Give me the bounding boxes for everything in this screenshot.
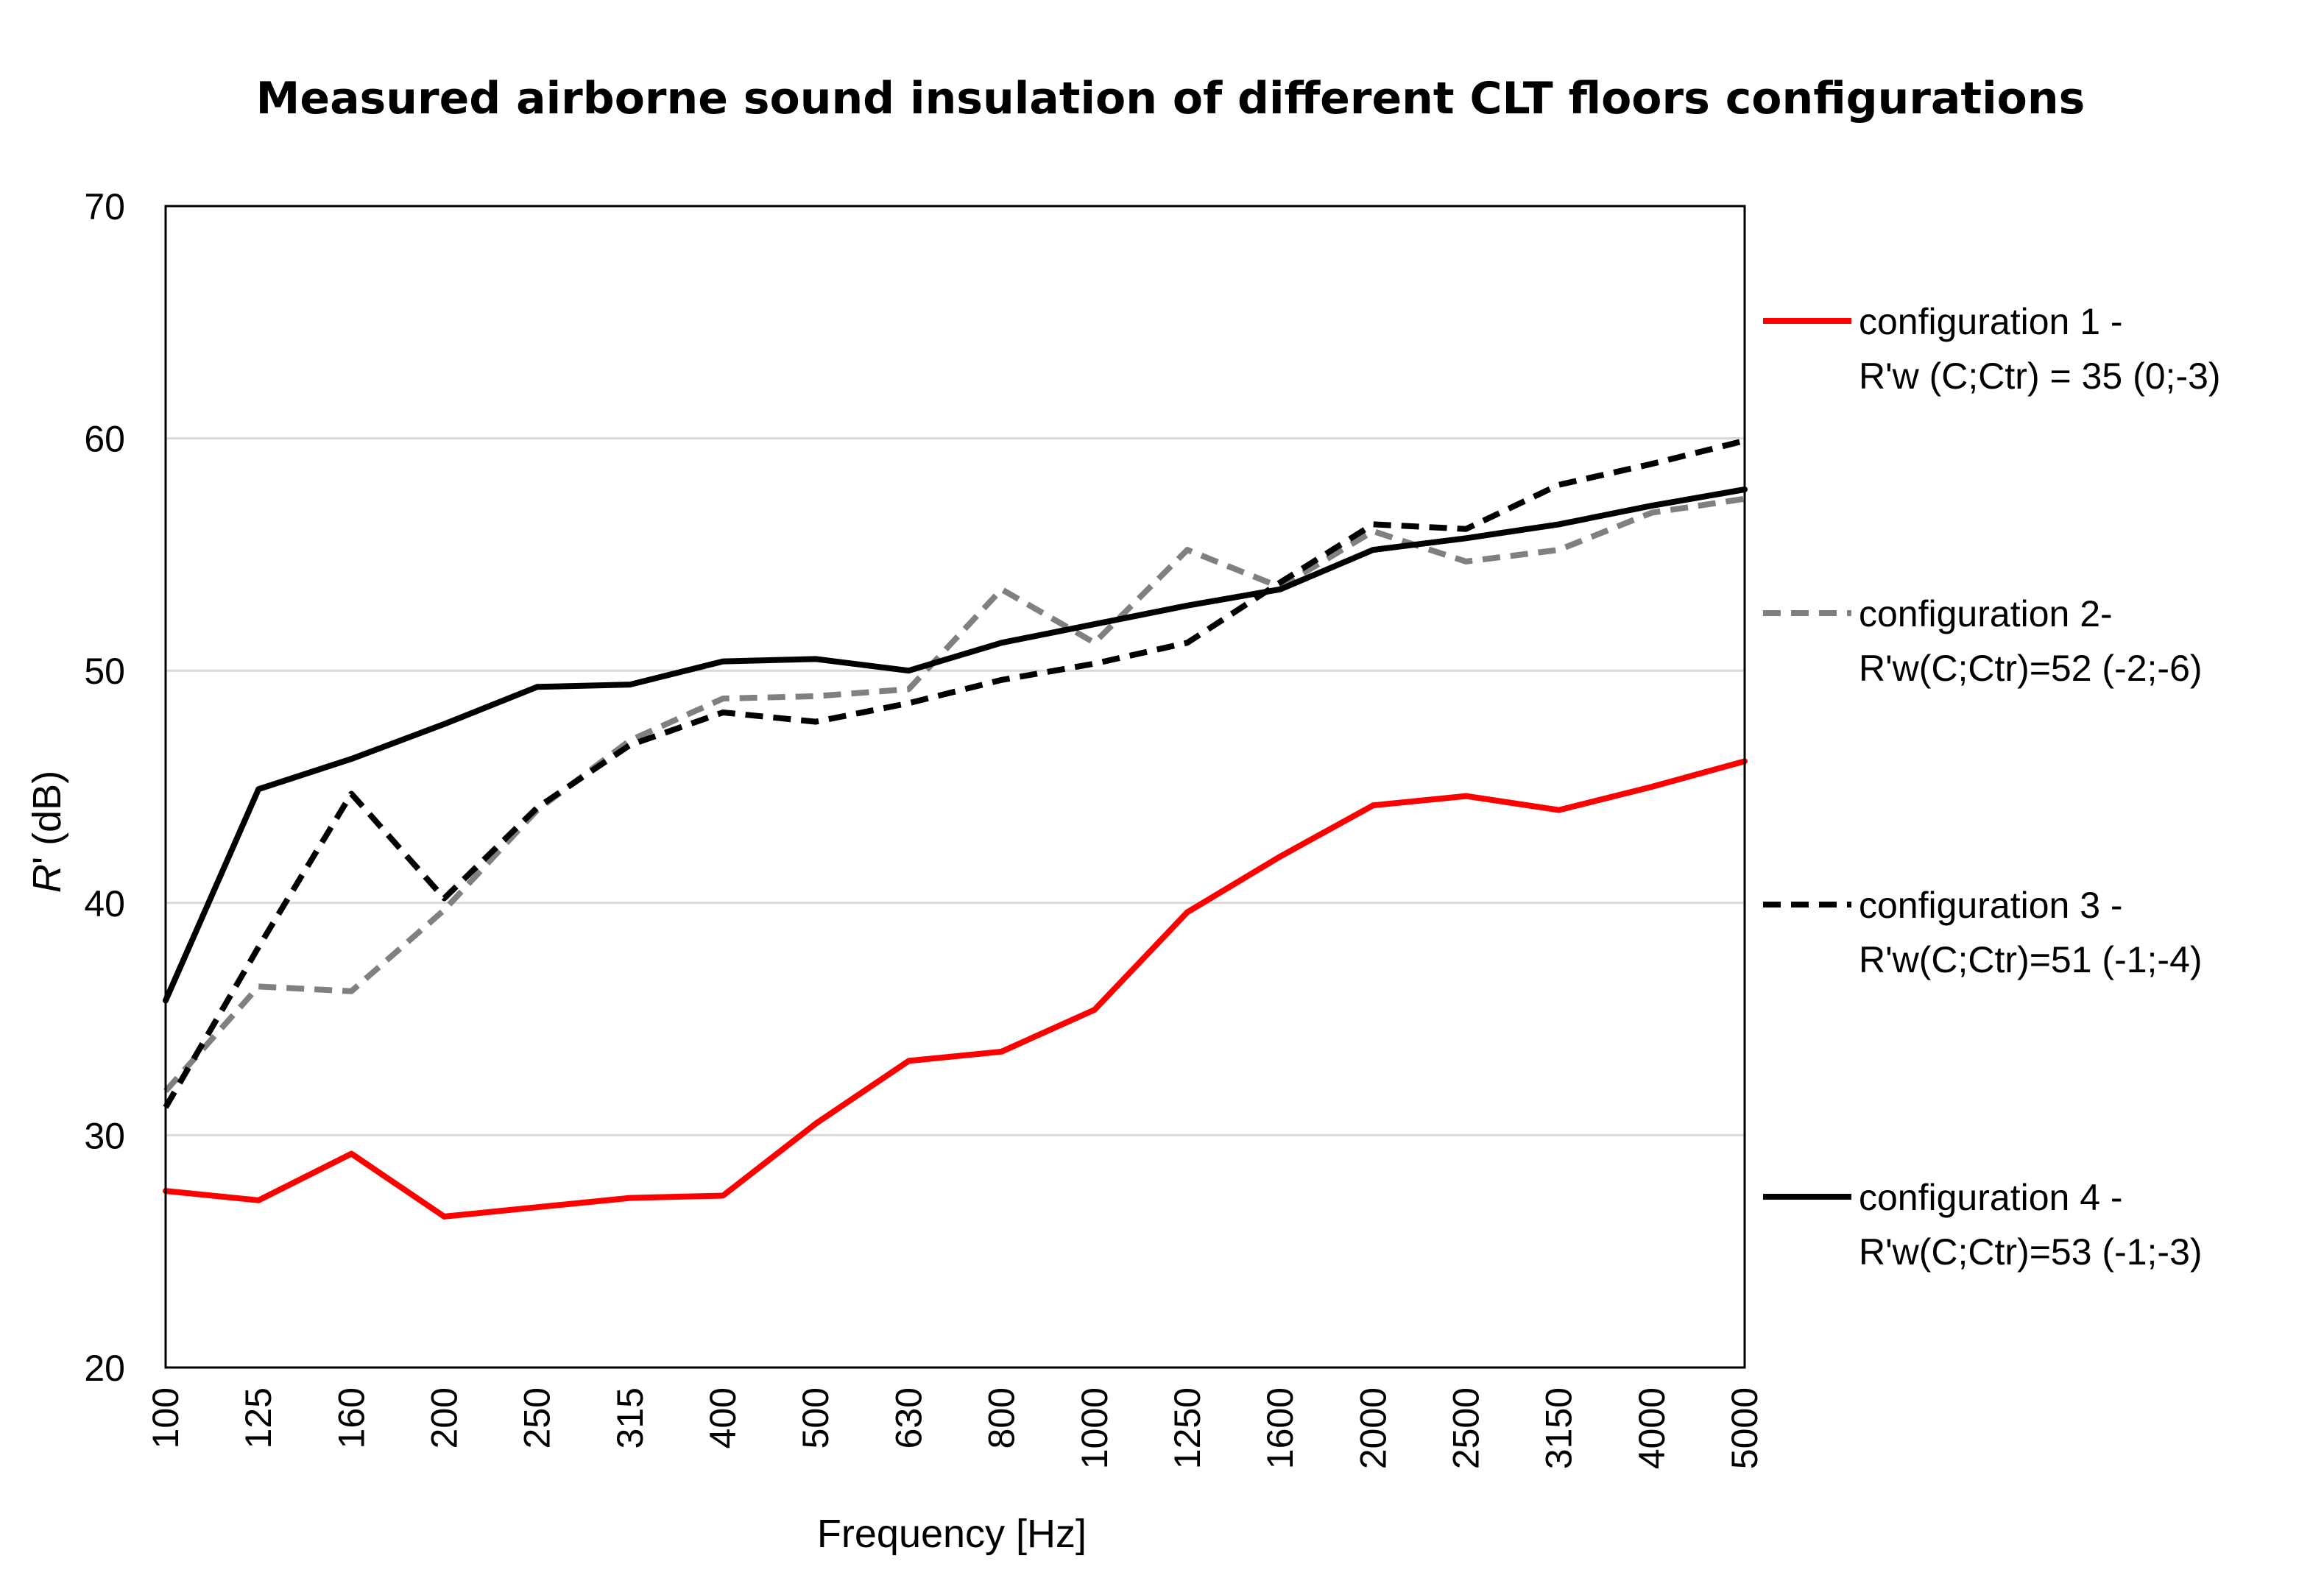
legend-rating-2: R'w(C;Ctr)=52 (-2;-6)	[1859, 648, 2203, 689]
x-tick-label: 1600	[1260, 1387, 1301, 1469]
y-axis-label: R' (dB)	[25, 771, 69, 893]
x-tick-label: 250	[517, 1387, 558, 1448]
legend-label-4: configuration 4 -	[1859, 1177, 2123, 1218]
x-tick-label: 200	[424, 1387, 465, 1448]
legend-label-3: configuration 3 -	[1859, 885, 2123, 926]
x-tick-label: 1250	[1167, 1387, 1208, 1469]
x-tick-label: 2500	[1445, 1387, 1486, 1469]
x-tick-label: 400	[702, 1387, 744, 1448]
legend-label-1: configuration 1 -	[1859, 301, 2123, 342]
legend-rating-1: R'w (C;Ctr) = 35 (0;-3)	[1859, 355, 2221, 397]
y-tick-label: 30	[84, 1115, 125, 1156]
x-tick-label: 315	[610, 1387, 651, 1448]
x-tick-label: 3150	[1539, 1387, 1580, 1469]
y-tick-label: 70	[84, 186, 125, 227]
series-line-2	[163, 495, 1745, 1094]
x-tick-label: 160	[331, 1387, 372, 1448]
series-line-3	[163, 437, 1745, 1109]
y-axis-ticks: 20 30 40 50 60 70	[84, 186, 125, 1389]
x-axis-ticks: 100 125 160 200 250 315 400 500 630 800 1000 1250 16…	[145, 1387, 1765, 1469]
y-axis-label-symbol: R	[25, 864, 69, 893]
plot-area-frame	[164, 205, 1746, 1369]
y-tick-label: 60	[84, 419, 125, 460]
x-tick-label: 2000	[1352, 1387, 1394, 1469]
series-lines	[163, 437, 1748, 1220]
x-tick-label: 630	[888, 1387, 929, 1448]
series-line-1	[163, 758, 1748, 1220]
x-tick-label: 125	[238, 1387, 279, 1448]
x-tick-label: 4000	[1631, 1387, 1673, 1469]
y-tick-label: 50	[84, 651, 125, 692]
y-tick-label: 20	[84, 1348, 125, 1389]
y-tick-label: 40	[84, 883, 125, 924]
series-line-4	[163, 487, 1748, 1004]
grid-lines	[166, 437, 1745, 1136]
legend-rating-4: R'w(C;Ctr)=53 (-1;-3)	[1859, 1231, 2203, 1273]
x-tick-label: 5000	[1724, 1387, 1765, 1469]
legend: configuration 1 - R'w (C;Ctr) = 35 (0;-3)…	[1763, 301, 2221, 1273]
x-tick-label: 100	[145, 1387, 186, 1448]
chart-title: Measured airborne sound insulation of di…	[256, 73, 2085, 124]
x-axis-label: Frequency [Hz]	[817, 1512, 1087, 1556]
x-tick-label: 500	[795, 1387, 836, 1448]
x-tick-label: 1000	[1074, 1387, 1115, 1469]
y-axis-label-unit: ' (dB)	[25, 771, 69, 864]
legend-rating-3: R'w(C;Ctr)=51 (-1;-4)	[1859, 939, 2203, 980]
legend-label-2: configuration 2-	[1859, 593, 2113, 634]
x-tick-label: 800	[981, 1387, 1023, 1448]
